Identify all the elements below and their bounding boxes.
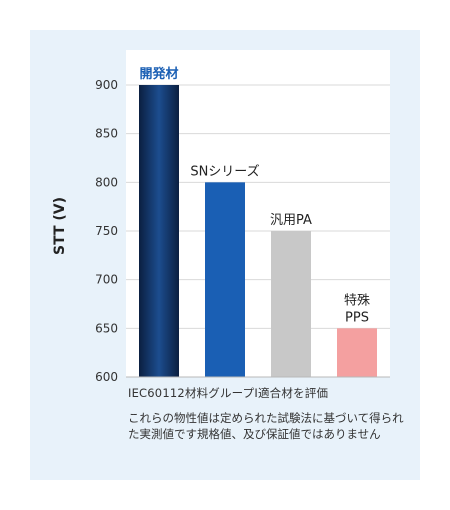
bar-2 — [271, 231, 311, 377]
bar-3 — [337, 328, 377, 377]
bar-1 — [205, 182, 245, 377]
y-tick-800: 800 — [95, 175, 118, 189]
bar-label-2: 汎用PA — [270, 213, 312, 228]
bar-label-0: 開発材 — [139, 66, 178, 82]
bars — [139, 85, 377, 377]
y-tick-900: 900 — [95, 78, 118, 92]
y-tick-labels: 600 650 700 750 800 850 900 — [95, 78, 118, 384]
bar-0 — [139, 85, 179, 377]
y-tick-600: 600 — [95, 370, 118, 384]
y-tick-650: 650 — [95, 321, 118, 335]
bar-label-3: 特殊 PPS — [344, 293, 370, 325]
y-tick-750: 750 — [95, 224, 118, 238]
y-tick-700: 700 — [95, 273, 118, 287]
y-tick-850: 850 — [95, 127, 118, 141]
note-disclaimer: これらの物性値は定められた試験法に基づいて得られた実測値です規格値、及び保証値で… — [128, 411, 404, 441]
bar-label-1: SNシリーズ — [190, 163, 259, 179]
note-evaluation-standard: IEC60112材料グループⅠ適合材を評価 — [128, 386, 329, 400]
y-axis-label: STT (V) — [52, 197, 68, 255]
